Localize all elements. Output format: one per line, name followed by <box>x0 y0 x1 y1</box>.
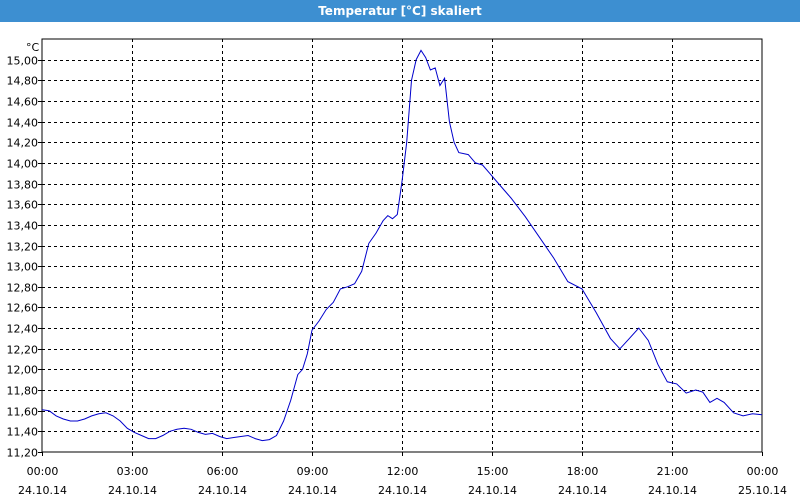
x-tick-time-label: 18:00 <box>567 465 599 478</box>
x-tick-time-label: 00:00 <box>27 465 59 478</box>
y-tick-label: 14,20 <box>7 137 39 150</box>
x-tick-date-label: 24.10.14 <box>558 484 607 497</box>
x-tick-date-label: 25.10.14 <box>738 484 787 497</box>
y-tick-label: 11,20 <box>7 447 39 460</box>
temperature-chart: 11,20 11,40 11,60 11,80 12,00 12,20 12,40 12,60… <box>7 38 787 497</box>
y-tick-label: 13,40 <box>7 220 39 233</box>
y-tick-label: 13,20 <box>7 241 39 254</box>
x-tick-date-label: 24.10.14 <box>378 484 427 497</box>
x-tick-time-label: 03:00 <box>117 465 149 478</box>
y-tick-label: 14,00 <box>7 158 39 171</box>
y-tick-label: 11,80 <box>7 385 39 398</box>
window-title: Temperatur [°C] skaliert <box>0 0 800 22</box>
y-tick-label: 12,20 <box>7 344 39 357</box>
x-tick-time-label: 15:00 <box>477 465 509 478</box>
x-tick-date-label: 24.10.14 <box>108 484 157 497</box>
y-tick-label: 11,40 <box>7 426 39 439</box>
x-tick-date-label: 24.10.14 <box>198 484 247 497</box>
x-tick-time-label: 00:00 <box>747 465 779 478</box>
y-tick-label: 14,40 <box>7 117 39 130</box>
x-tick-date-label: 24.10.14 <box>288 484 337 497</box>
y-tick-label: 13,00 <box>7 261 39 274</box>
x-tick-time-label: 09:00 <box>297 465 329 478</box>
x-tick-date-label: 24.10.14 <box>468 484 517 497</box>
y-tick-label: 15,00 <box>7 55 39 68</box>
x-tick-date-label: 24.10.14 <box>648 484 697 497</box>
x-tick-time-label: 06:00 <box>207 465 239 478</box>
y-tick-label: 12,40 <box>7 323 39 336</box>
y-tick-label: 12,60 <box>7 302 39 315</box>
x-tick-time-label: 12:00 <box>387 465 419 478</box>
y-tick-label: 14,60 <box>7 96 39 109</box>
y-tick-label: 14,80 <box>7 75 39 88</box>
y-tick-label: 13,80 <box>7 179 39 192</box>
y-tick-label: 12,00 <box>7 364 39 377</box>
temperature-series-line <box>41 49 763 442</box>
y-tick-label: 13,60 <box>7 199 39 212</box>
y-tick-label: 12,80 <box>7 282 39 295</box>
y-tick-label: 11,60 <box>7 406 39 419</box>
x-tick-date-label: 24.10.14 <box>18 484 67 497</box>
y-axis-unit-label: °C <box>26 41 40 54</box>
x-tick-time-label: 21:00 <box>657 465 689 478</box>
chart-area: 11,20 11,40 11,60 11,80 12,00 12,20 12,40 12,60… <box>0 22 800 500</box>
